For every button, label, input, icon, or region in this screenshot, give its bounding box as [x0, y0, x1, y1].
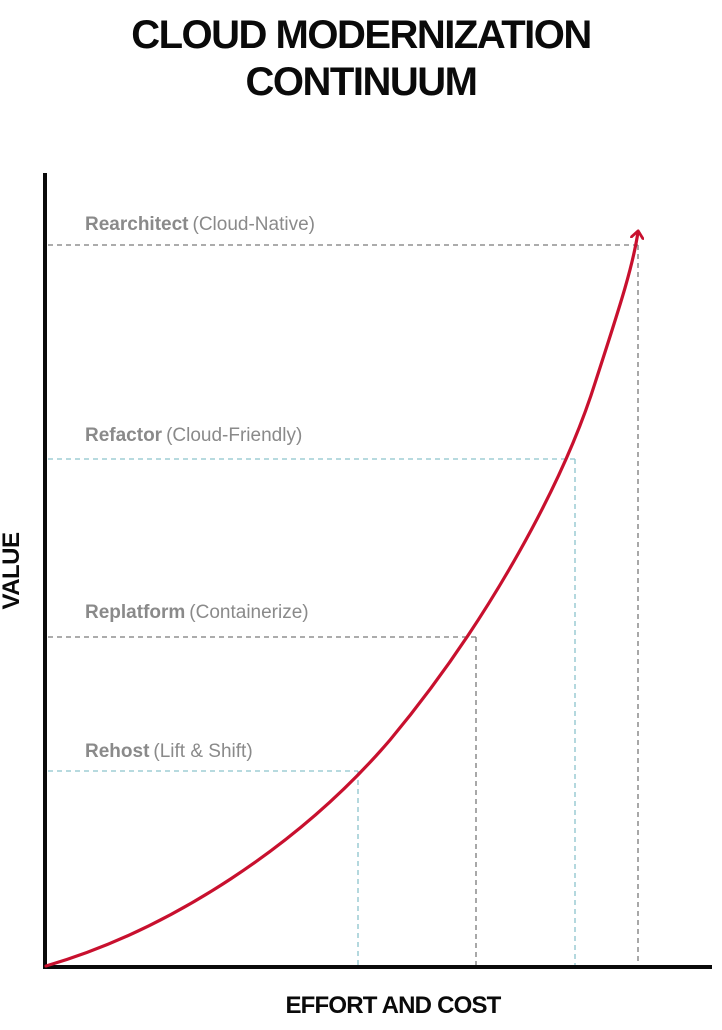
level-label-rehost: Rehost (Lift & Shift): [85, 741, 253, 762]
level-name-replatform: Replatform: [85, 602, 185, 623]
level-name-refactor: Refactor: [85, 425, 163, 446]
level-desc-refactor: (Cloud-Friendly): [166, 425, 302, 446]
level-label-refactor: Refactor (Cloud-Friendly): [85, 425, 302, 446]
level-name-rearchitect: Rearchitect: [85, 214, 189, 235]
title-line-2: CONTINUUM: [245, 60, 478, 104]
level-desc-rearchitect: (Cloud-Native): [193, 214, 315, 235]
level-name-rehost: Rehost: [85, 741, 150, 762]
level-label-replatform: Replatform (Containerize): [85, 602, 309, 623]
level-desc-rehost: (Lift & Shift): [153, 741, 252, 762]
title-line-1: CLOUD MODERNIZATION: [131, 13, 592, 57]
level-label-rearchitect: Rearchitect (Cloud-Native): [85, 214, 315, 235]
chart-title: CLOUD MODERNIZATION CONTINUUM: [0, 12, 722, 106]
level-desc-replatform: (Containerize): [189, 602, 308, 623]
value-curve: [44, 232, 638, 968]
x-axis-label: EFFORT AND COST: [285, 992, 501, 1019]
y-axis-label: VALUE: [0, 532, 25, 610]
